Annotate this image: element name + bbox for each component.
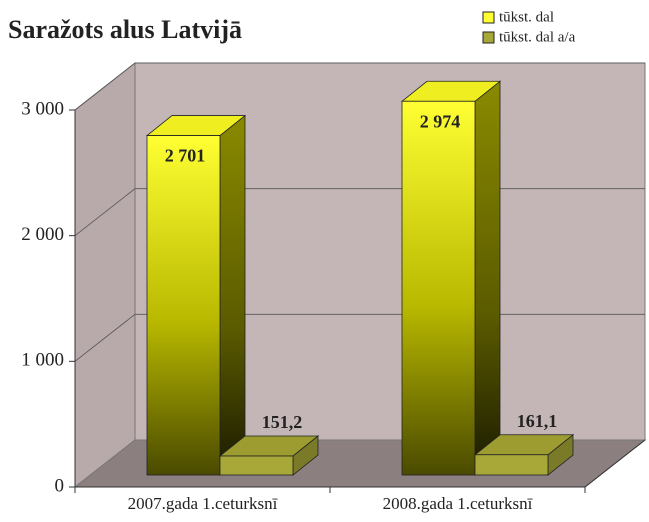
y-tick-label: 3 000 <box>21 98 64 119</box>
y-tick-label: 1 000 <box>21 350 64 371</box>
legend-swatch <box>482 11 495 24</box>
chart-title: Saražots alus Latvijā <box>8 15 242 44</box>
bar-side <box>474 80 501 476</box>
value-label: 2 974 <box>420 111 461 131</box>
side-wall <box>74 61 136 489</box>
x-tick-label: 2008.gada 1.ceturksnī <box>383 494 533 513</box>
bar <box>474 454 549 476</box>
bar <box>219 455 294 476</box>
grid-line <box>74 62 645 111</box>
y-tick-label: 0 <box>55 475 65 496</box>
bar <box>146 135 221 476</box>
y-tick-label: 2 000 <box>21 224 64 245</box>
x-tick-label: 2007.gada 1.ceturksnī <box>128 494 278 513</box>
bar-side <box>219 114 246 476</box>
value-label: 2 701 <box>165 146 206 166</box>
bar <box>401 100 476 476</box>
legend-label: tūkst. dal <box>499 9 554 25</box>
legend-swatch <box>482 31 495 44</box>
value-label: 151,2 <box>262 412 303 432</box>
value-label: 161,1 <box>517 411 558 431</box>
legend-label: tūkst. dal a/a <box>499 29 576 45</box>
